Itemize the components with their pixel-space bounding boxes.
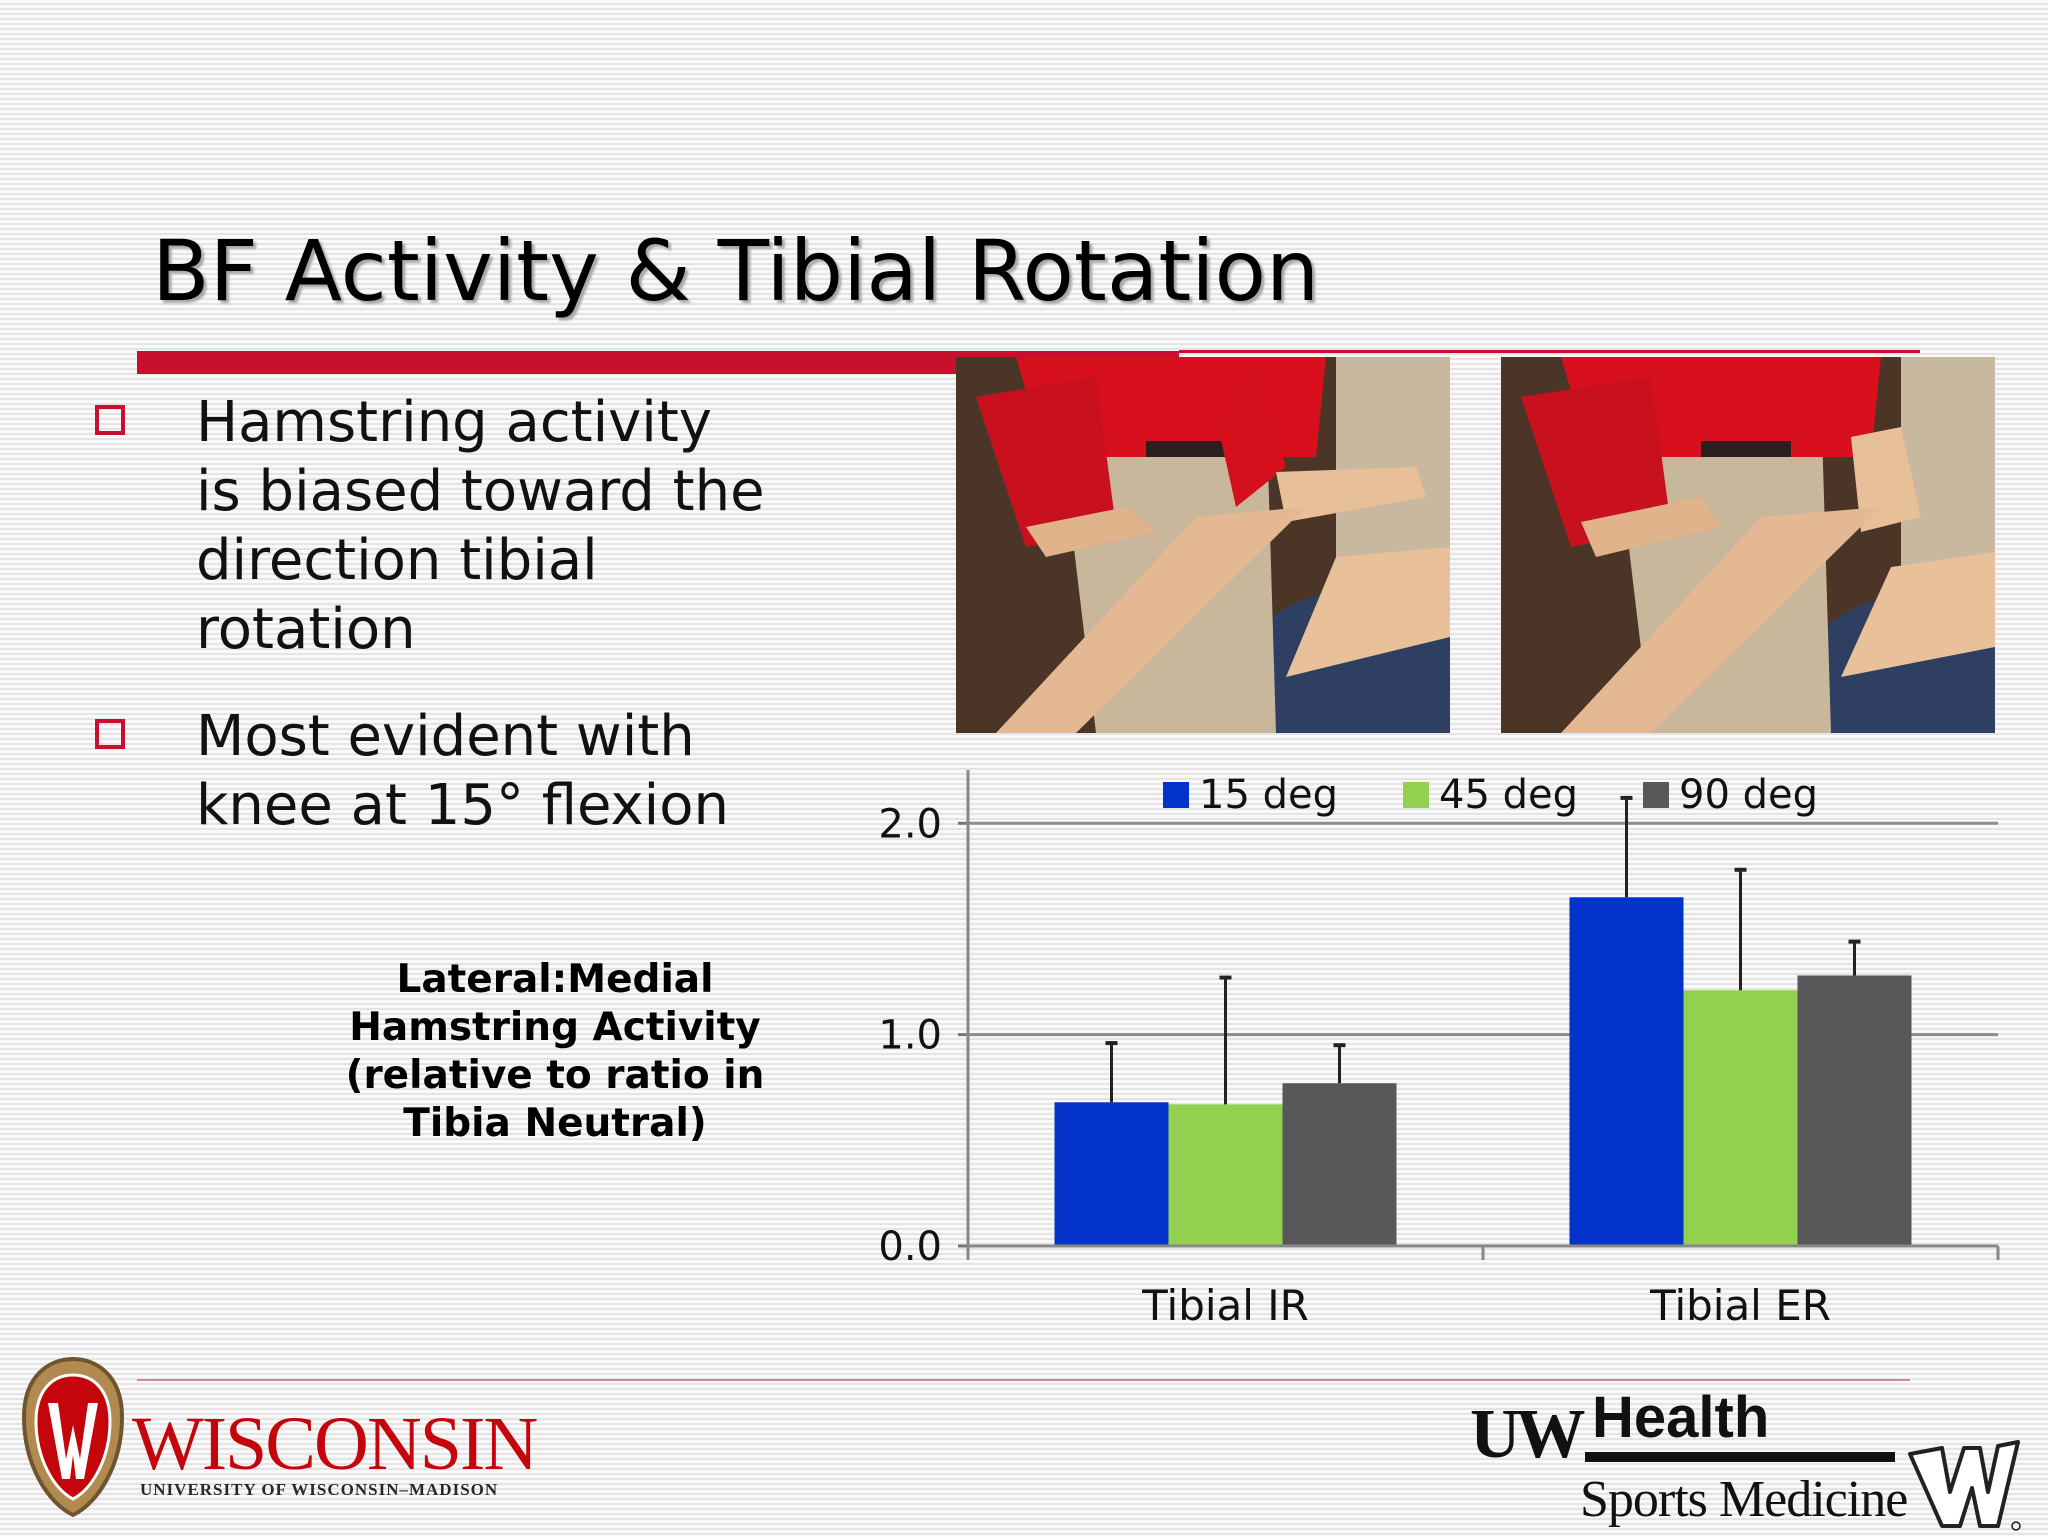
bullet-item: Hamstring activity is biased toward the … (92, 388, 812, 664)
footer-divider (137, 1379, 1910, 1381)
square-bullet-icon (95, 405, 125, 435)
legend-label: 90 deg (1679, 772, 1818, 818)
bar (1797, 975, 1912, 1246)
y-tick-label: 0.0 (878, 1224, 942, 1270)
x-category-label: Tibial IR (1141, 1281, 1309, 1330)
legend-label: 15 deg (1199, 772, 1338, 818)
uw-health-logo-uw: UW (1470, 1396, 1586, 1473)
x-category-label: Tibial ER (1649, 1281, 1831, 1330)
y-axis-label-line: Hamstring Activity (349, 1005, 761, 1050)
bar (1168, 1104, 1283, 1246)
bar (1282, 1083, 1397, 1246)
bar (1054, 1102, 1169, 1246)
y-tick-label: 1.0 (878, 1013, 942, 1059)
legend-swatch (1403, 782, 1429, 808)
bullet-line: knee at 15° flexion (196, 773, 729, 838)
bullet-line: rotation (196, 597, 416, 662)
bullet-line: Hamstring activity (196, 390, 712, 455)
legend-swatch (1163, 782, 1189, 808)
legend-swatch (1643, 782, 1669, 808)
bullet-line: is biased toward the (196, 459, 765, 524)
hamstring-ratio-bar-chart: 0.0 1.0 2.0 Tibial IR Tibial ER 15 deg 45 deg… (878, 770, 2000, 1330)
bar (1683, 990, 1798, 1246)
university-subtitle: UNIVERSITY OF WISCONSIN–MADISON (140, 1480, 499, 1499)
slide-title: BF Activity & Tibial Rotation (152, 222, 1320, 320)
bullet-list: Hamstring activity is biased toward the … (92, 388, 812, 878)
square-bullet-icon (95, 719, 125, 749)
knee-flexion-test-photo-1 (956, 357, 1450, 733)
uw-health-logo-health: Health (1592, 1385, 1770, 1450)
chart-y-axis-label: Lateral:Medial Hamstring Activity (relat… (330, 956, 780, 1148)
uw-crest-icon (21, 1356, 125, 1518)
y-axis-label-line: Tibia Neutral) (403, 1101, 707, 1146)
bar (1569, 897, 1684, 1246)
uw-health-logo-rule (1585, 1452, 1895, 1462)
bullet-line: direction tibial (196, 528, 598, 593)
y-axis-label-line: (relative to ratio in (345, 1053, 765, 1098)
title-underline-thick (137, 351, 1179, 374)
knee-flexion-test-photo-2 (1501, 357, 1995, 733)
photo-illustration (956, 357, 1450, 733)
y-axis-label-line: Lateral:Medial (396, 957, 714, 1002)
legend-label: 45 deg (1439, 772, 1578, 818)
bullet-item: Most evident with knee at 15° flexion (92, 702, 812, 840)
university-wordmark: WISCONSIN (132, 1402, 538, 1486)
bullet-line: Most evident with (196, 704, 695, 769)
y-tick-label: 2.0 (878, 801, 942, 847)
photo-illustration (1501, 357, 1995, 733)
title-underline-thin (1179, 350, 1920, 353)
motion-w-logo-icon (1908, 1440, 2021, 1531)
uw-health-logo-division: Sports Medicine (1580, 1471, 1908, 1528)
